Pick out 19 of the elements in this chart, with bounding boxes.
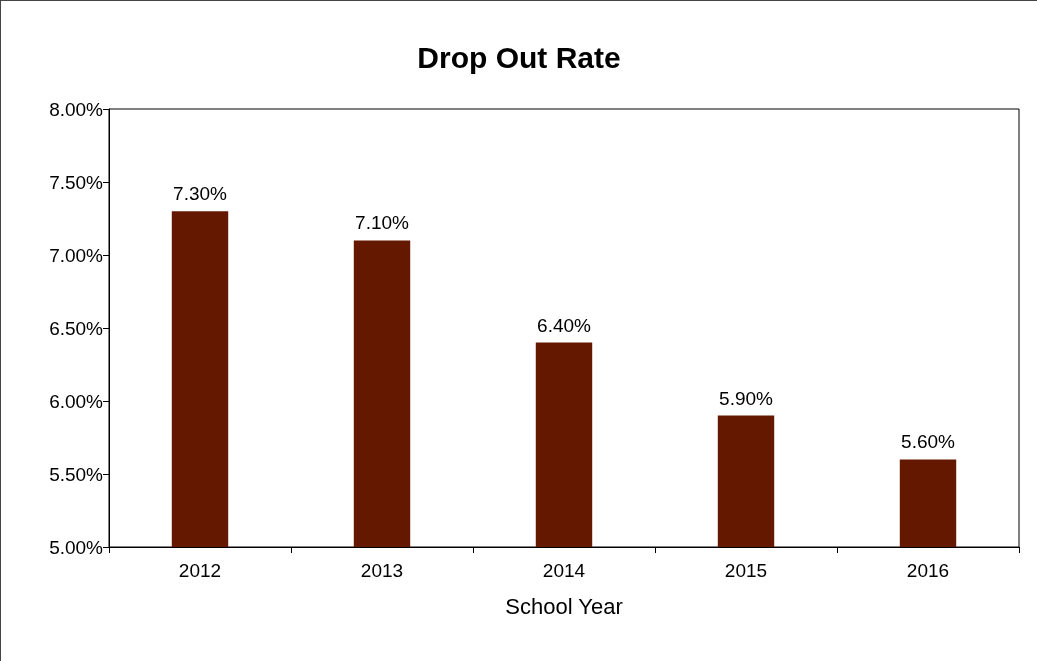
y-tick-label: 7.00% <box>49 244 104 266</box>
x-tick-label: 2012 <box>178 560 222 581</box>
y-tick-label: 5.00% <box>49 536 104 558</box>
x-tick-label: 2014 <box>542 560 586 581</box>
chart-title: Drop Out Rate <box>417 40 621 74</box>
x-axis-title: School Year <box>505 593 623 619</box>
data-label: 5.60% <box>901 431 956 453</box>
data-label: 7.30% <box>173 183 228 205</box>
y-tick-label: 6.00% <box>49 390 104 412</box>
x-tick-label: 2013 <box>360 560 404 581</box>
data-label: 5.90% <box>719 387 774 409</box>
y-tick-label: 7.50% <box>49 171 104 193</box>
data-label: 7.10% <box>355 212 410 234</box>
y-tick-label: 6.50% <box>49 317 104 339</box>
y-tick-label: 5.50% <box>49 463 104 485</box>
y-tick-label: 8.00% <box>49 98 104 120</box>
x-tick-label: 2016 <box>906 560 950 581</box>
data-label: 6.40% <box>537 314 592 336</box>
x-tick-label: 2015 <box>724 560 768 581</box>
